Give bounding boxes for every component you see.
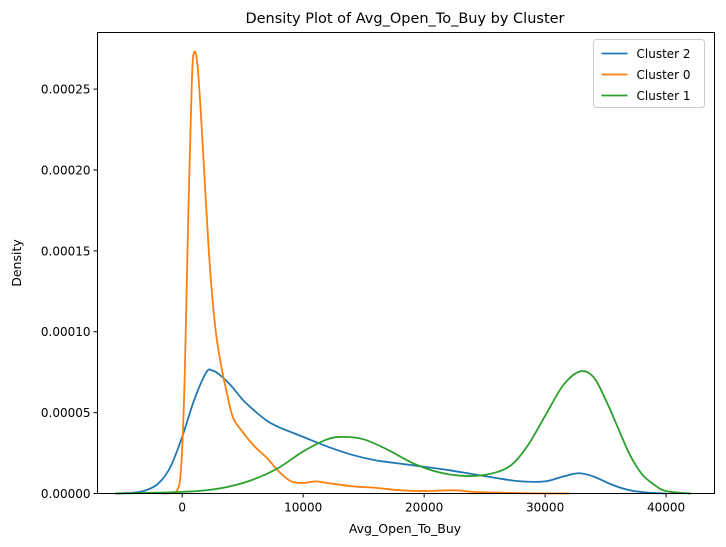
x-tick-label: 40000 bbox=[647, 501, 685, 515]
y-tick-label: 0.00010 bbox=[41, 325, 91, 339]
x-tick-label: 20000 bbox=[405, 501, 443, 515]
chart-title: Density Plot of Avg_Open_To_Buy by Clust… bbox=[245, 11, 564, 27]
legend-box bbox=[593, 39, 705, 108]
legend-label: Cluster 2 bbox=[637, 47, 691, 61]
x-tick-label: 0 bbox=[178, 501, 186, 515]
y-axis-label: Density bbox=[9, 239, 24, 287]
x-axis-label: Avg_Open_To_Buy bbox=[349, 521, 462, 536]
y-tick-label: 0.00000 bbox=[41, 487, 91, 501]
plot-frame bbox=[97, 32, 715, 494]
series-line-cluster-2 bbox=[114, 368, 668, 495]
y-tick-label: 0.00015 bbox=[41, 244, 91, 258]
x-tick-label: 10000 bbox=[284, 501, 322, 515]
y-tick-label: 0.00020 bbox=[41, 163, 91, 177]
series-line-cluster-1 bbox=[114, 370, 692, 495]
x-tick-label: 30000 bbox=[526, 501, 564, 515]
legend-label: Cluster 1 bbox=[637, 89, 691, 103]
legend-label: Cluster 0 bbox=[637, 68, 691, 82]
y-tick-label: 0.00025 bbox=[41, 83, 91, 97]
y-tick-label: 0.00005 bbox=[41, 406, 91, 420]
legend: Cluster 2 Cluster 0 Cluster 1 bbox=[593, 39, 705, 108]
series-line-cluster-0 bbox=[163, 50, 571, 495]
